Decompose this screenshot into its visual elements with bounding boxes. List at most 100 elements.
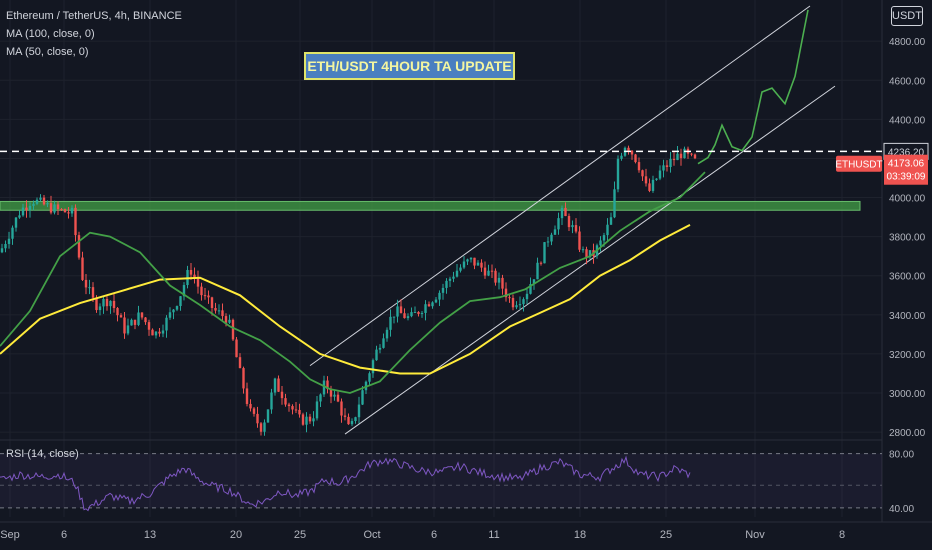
candle-body [315, 401, 319, 419]
candle-body [221, 310, 224, 317]
candle-body [175, 306, 179, 310]
candle-body [81, 257, 84, 280]
candle-body [231, 319, 235, 340]
candle-body [613, 189, 616, 218]
candle-body [515, 305, 518, 308]
candle [553, 225, 557, 235]
candle [445, 278, 448, 294]
candle [11, 225, 14, 245]
candle [32, 200, 35, 211]
candle-body [375, 349, 378, 361]
candle-body [413, 312, 417, 314]
candle-body [301, 414, 305, 425]
ma100-legend[interactable]: MA (100, close, 0) [6, 28, 95, 40]
candle [256, 406, 259, 428]
candle [504, 282, 508, 302]
rsi-legend[interactable]: RSI (14, close) [6, 448, 79, 460]
candle-body [126, 325, 130, 334]
candle [452, 271, 455, 283]
candle-body [357, 404, 361, 418]
candle-body [91, 287, 95, 298]
countdown-text: 03:39:09 [887, 172, 926, 183]
candle [494, 268, 497, 286]
candle [413, 306, 417, 314]
candle [60, 207, 63, 211]
candle [214, 302, 217, 314]
candle-body [354, 417, 357, 422]
candle-body [256, 413, 259, 424]
candle [133, 319, 137, 330]
candle [28, 202, 32, 218]
candle [280, 386, 284, 405]
candle-body [238, 357, 242, 369]
candle [287, 402, 291, 412]
candle [420, 310, 424, 318]
candle-body [189, 269, 193, 275]
candle-body [46, 203, 49, 205]
candle-body [490, 270, 494, 272]
support-zone-band [0, 200, 861, 211]
chart-grid [0, 0, 932, 523]
candle [599, 236, 602, 252]
candle [627, 145, 630, 155]
ma50-legend[interactable]: MA (50, close, 0) [6, 46, 89, 58]
candle [81, 251, 84, 281]
candlesticks [0, 145, 697, 436]
candle-body [420, 312, 424, 314]
candle [427, 301, 431, 307]
candle [182, 282, 186, 301]
candle [210, 296, 214, 316]
candle [630, 149, 634, 160]
candle [560, 205, 564, 226]
candle-body [602, 235, 606, 241]
candle [634, 153, 637, 164]
candle [438, 290, 441, 306]
candle [690, 152, 693, 157]
candle-body [599, 240, 602, 246]
candle [616, 155, 620, 193]
candle-body [116, 308, 119, 316]
channel-lower-line [344, 85, 836, 435]
candle-body [662, 165, 665, 171]
candle-body [0, 248, 4, 253]
candle [238, 353, 242, 369]
candle [140, 312, 144, 320]
candle-body [497, 277, 501, 283]
time-tick-label: 20 [230, 529, 242, 541]
candle-body [49, 203, 53, 213]
candle [193, 267, 196, 284]
candle-body [158, 331, 161, 334]
candle [158, 327, 161, 337]
candle-body [487, 270, 490, 276]
support-zone [0, 200, 861, 211]
current-price-tag: 4173.06 03:39:09 [884, 154, 928, 185]
candle [459, 264, 462, 273]
candle-body [11, 227, 14, 239]
candle [518, 296, 522, 311]
candle-body [319, 394, 322, 402]
currency-button[interactable]: USDT [891, 6, 923, 26]
candle-body [588, 250, 592, 257]
candle [392, 316, 396, 324]
candle-body [245, 388, 249, 404]
candle-body [690, 153, 693, 155]
candle [620, 152, 623, 161]
candle-body [455, 270, 459, 277]
candle-body [137, 312, 140, 325]
candle-body [203, 295, 207, 297]
candle [74, 204, 77, 242]
candle [277, 375, 280, 392]
price-tick-label: 4800.00 [889, 37, 926, 48]
candle [270, 388, 273, 414]
candle-body [543, 242, 546, 264]
candle [200, 282, 203, 301]
candle [466, 258, 469, 266]
candle-body [39, 197, 42, 200]
candle-body [340, 401, 343, 416]
candle [249, 399, 252, 412]
candle-body [406, 316, 410, 319]
candle [564, 202, 567, 217]
candle [49, 195, 53, 215]
candle [56, 201, 60, 215]
